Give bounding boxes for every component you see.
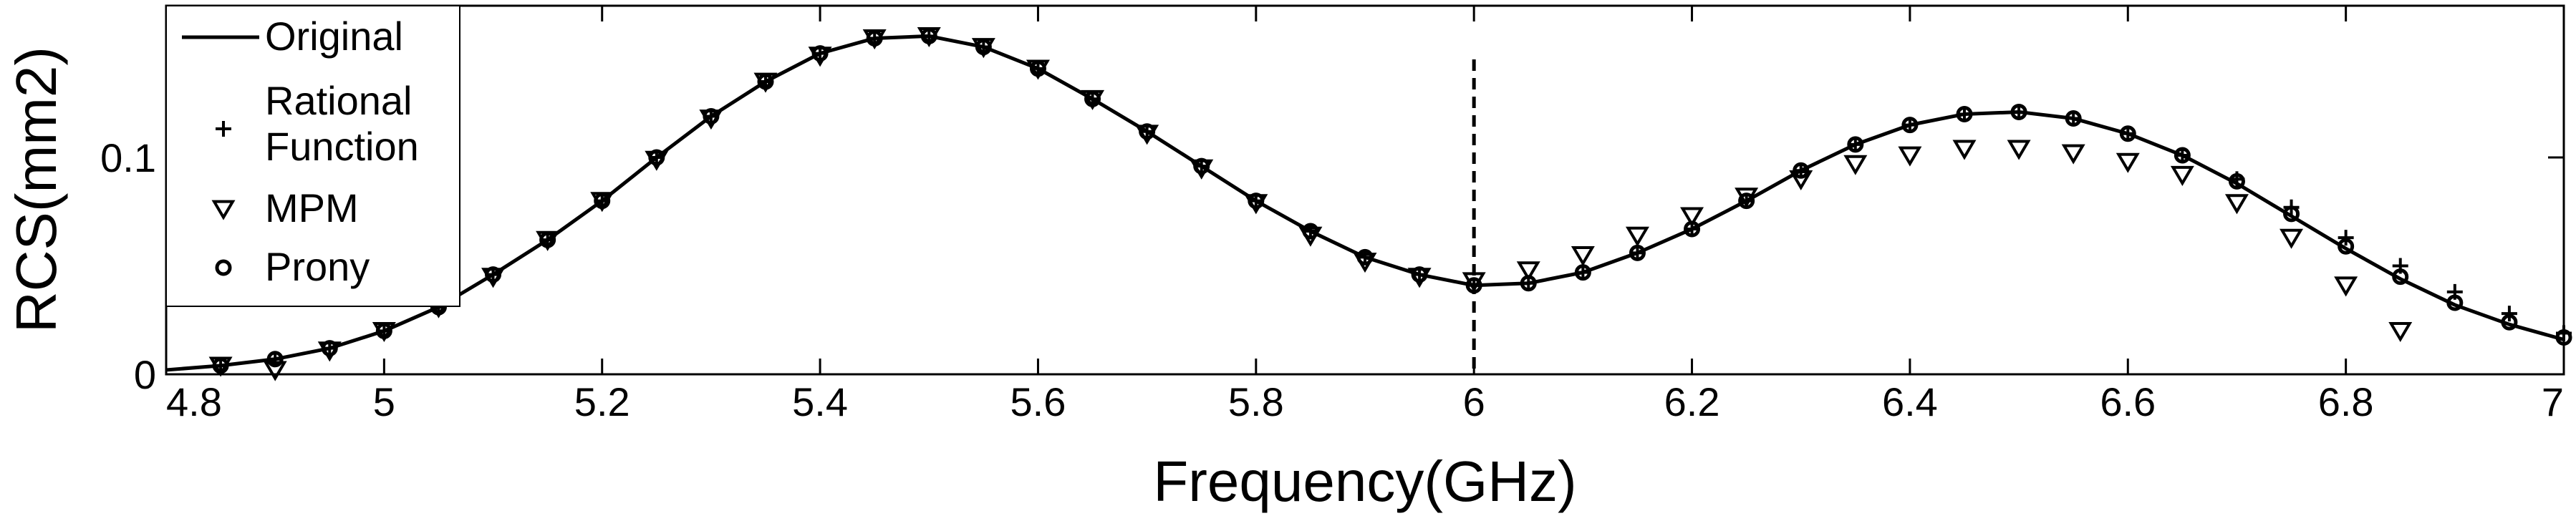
prony-point: [321, 340, 338, 357]
x-tick-label: 5.6: [1010, 379, 1066, 424]
prony-point: [2174, 147, 2191, 164]
prony-point: [2119, 125, 2136, 142]
mpm-point: [2224, 194, 2249, 215]
prony-point: [975, 39, 992, 56]
mpm-point: [1680, 207, 1704, 228]
prony-point: [703, 108, 720, 125]
legend-label: Function: [265, 124, 419, 169]
prony-point: [1465, 277, 1482, 294]
mpm-point: [1789, 170, 1813, 190]
mpm-point: [1625, 226, 1649, 247]
x-tick-label: 6.8: [2318, 379, 2374, 424]
mpm-point: [2334, 276, 2358, 297]
legend-swatch-triangle-down: [211, 200, 236, 220]
prony-point: [2338, 238, 2355, 255]
prony-point: [1847, 136, 1864, 153]
legend-label: Rational: [265, 78, 412, 123]
rational-function-point: [2338, 230, 2354, 246]
prony-point: [1793, 162, 1810, 179]
prony-point: [1356, 248, 1374, 266]
series-prony: [212, 27, 2572, 374]
prony-point: [1248, 193, 1265, 210]
mpm-point: [2280, 228, 2304, 249]
prony-point: [920, 27, 937, 44]
y-tick-label: 0.1: [100, 135, 156, 180]
legend-swatch-circle: [215, 259, 232, 276]
x-tick-label: 6.6: [2100, 379, 2156, 424]
mpm-point: [1571, 245, 1595, 267]
mpm-point: [2170, 165, 2194, 186]
y-axis-label: RCS(mm2): [4, 47, 68, 333]
x-tick-label: 5: [373, 379, 395, 424]
mpm-point: [2007, 140, 2031, 160]
prony-point: [2010, 103, 2027, 120]
prony-point: [2283, 205, 2300, 223]
x-tick-label: 6.2: [1664, 379, 1720, 424]
x-tick-label: 6.4: [1882, 379, 1938, 424]
prony-point: [1684, 220, 1701, 238]
mpm-point: [1952, 140, 1977, 160]
mpm-point: [2388, 322, 2413, 343]
legend-label: Prony: [265, 244, 370, 289]
prony-point: [1956, 105, 1973, 122]
prony-point: [266, 351, 284, 368]
x-tick-label: 5.4: [792, 379, 848, 424]
x-tick-label: 6: [1463, 379, 1485, 424]
legend-label: MPM: [265, 185, 359, 230]
legend-label: Original: [265, 14, 403, 59]
prony-point: [1520, 275, 1537, 292]
prony-point: [1738, 193, 1755, 210]
mpm-point: [1843, 155, 1868, 175]
prony-point: [212, 357, 229, 374]
prony-point: [2065, 110, 2082, 127]
prony-point: [866, 29, 883, 47]
prony-point: [648, 149, 665, 166]
prony-point: [1411, 266, 1428, 283]
legend-box: [165, 5, 460, 307]
prony-point: [1901, 117, 1919, 134]
prony-point: [2501, 313, 2518, 331]
prony-point: [1084, 90, 1101, 107]
prony-point: [811, 45, 829, 62]
prony-point: [2392, 268, 2409, 286]
mpm-point: [1516, 261, 1540, 282]
prony-point: [1629, 244, 1646, 261]
plot-area: [166, 6, 2564, 374]
prony-point: [1574, 264, 1591, 281]
prony-point: [594, 193, 611, 210]
legend-swatch-plus: [216, 121, 231, 137]
mpm-point: [263, 361, 287, 381]
x-tick-label: 4.8: [166, 379, 222, 424]
mpm-point: [2061, 144, 2085, 165]
x-tick-label: 5.2: [574, 379, 630, 424]
prony-point: [539, 231, 556, 248]
prony-point: [1029, 60, 1046, 77]
prony-point: [1193, 157, 1210, 175]
y-tick-label: 0: [134, 352, 156, 397]
data-marks: [165, 27, 2572, 381]
prony-point: [1302, 223, 1319, 240]
x-tick-label: 5.8: [1228, 379, 1284, 424]
tick-labels: 4.8 5 5.2 5.4 5.6 5.8 6 6.2 6.4 6.6 6.8 7 0 0.1: [100, 135, 2564, 424]
x-tick-label: 7: [2542, 379, 2564, 424]
prony-point: [375, 322, 392, 339]
rational-function-point: [2501, 306, 2517, 322]
x-axis-label: Frequency(GHz): [1153, 449, 1576, 513]
mpm-point: [2116, 152, 2140, 173]
prony-point: [757, 73, 774, 90]
prony-point: [2228, 172, 2245, 190]
prony-point: [485, 266, 502, 283]
prony-point: [2446, 294, 2464, 311]
mpm-point: [1898, 146, 1922, 167]
prony-point: [1139, 123, 1156, 140]
